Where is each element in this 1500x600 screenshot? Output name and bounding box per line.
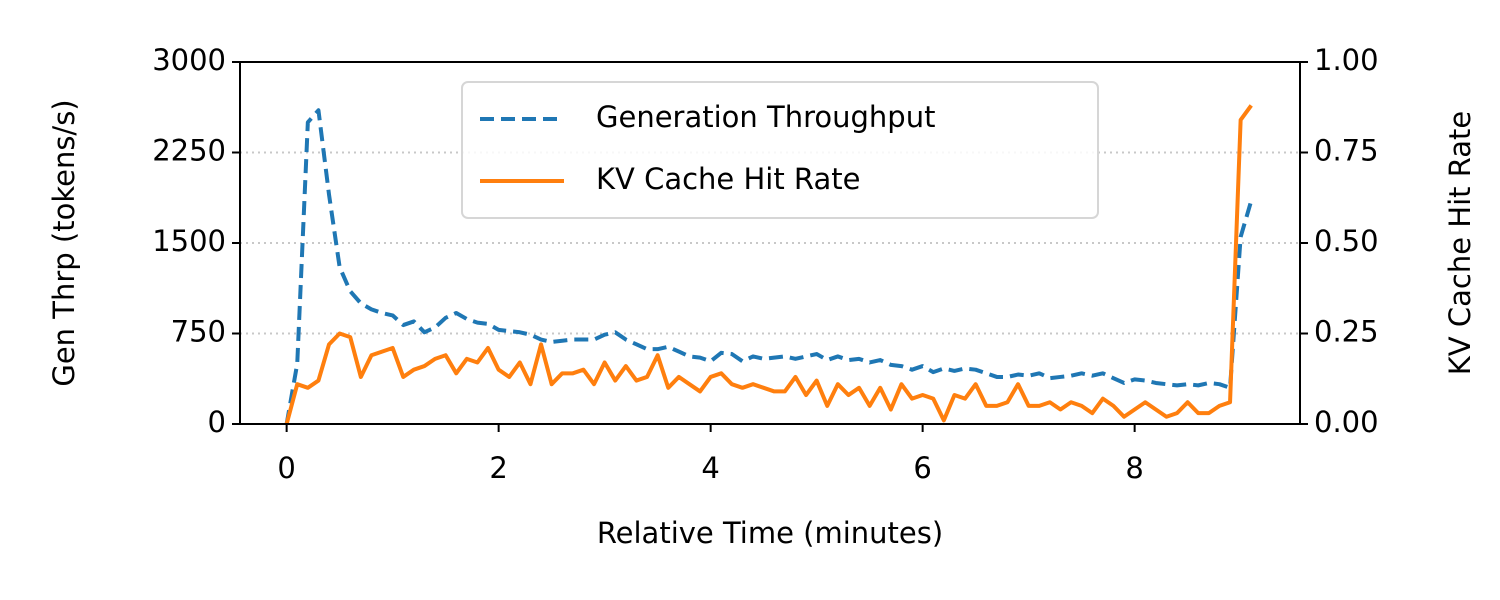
y2-tick-label: 0.75 <box>1314 134 1379 168</box>
y-tick-label: 1500 <box>152 224 226 258</box>
y2-tick-label: 0.00 <box>1314 405 1379 439</box>
y-tick-label: 3000 <box>152 43 226 77</box>
y2-tick-label: 0.25 <box>1314 315 1379 349</box>
series-line <box>284 108 1254 425</box>
x-axis-label: Relative Time (minutes) <box>597 516 943 550</box>
y2-axis-label: KV Cache Hit Rate <box>1443 111 1477 375</box>
y2-tick-label: 0.50 <box>1314 224 1379 258</box>
x-tick-label: 4 <box>701 451 719 485</box>
series-line <box>284 104 1253 425</box>
x-tick-label: 2 <box>489 451 507 485</box>
y2-tick-label: 1.00 <box>1314 43 1379 77</box>
legend-label: KV Cache Hit Rate <box>596 162 860 196</box>
y-tick-label: 0 <box>208 405 226 439</box>
plot-frame <box>239 61 1301 425</box>
x-tick-label: 0 <box>277 451 295 485</box>
x-tick-label: 8 <box>1125 451 1143 485</box>
y-tick-label: 750 <box>171 315 226 349</box>
legend-label: Generation Throughput <box>596 100 935 134</box>
y-axis-label: Gen Thrp (tokens/s) <box>47 99 81 386</box>
x-tick-label: 6 <box>913 451 931 485</box>
legend-box <box>461 81 1099 219</box>
y-tick-label: 2250 <box>152 134 226 168</box>
